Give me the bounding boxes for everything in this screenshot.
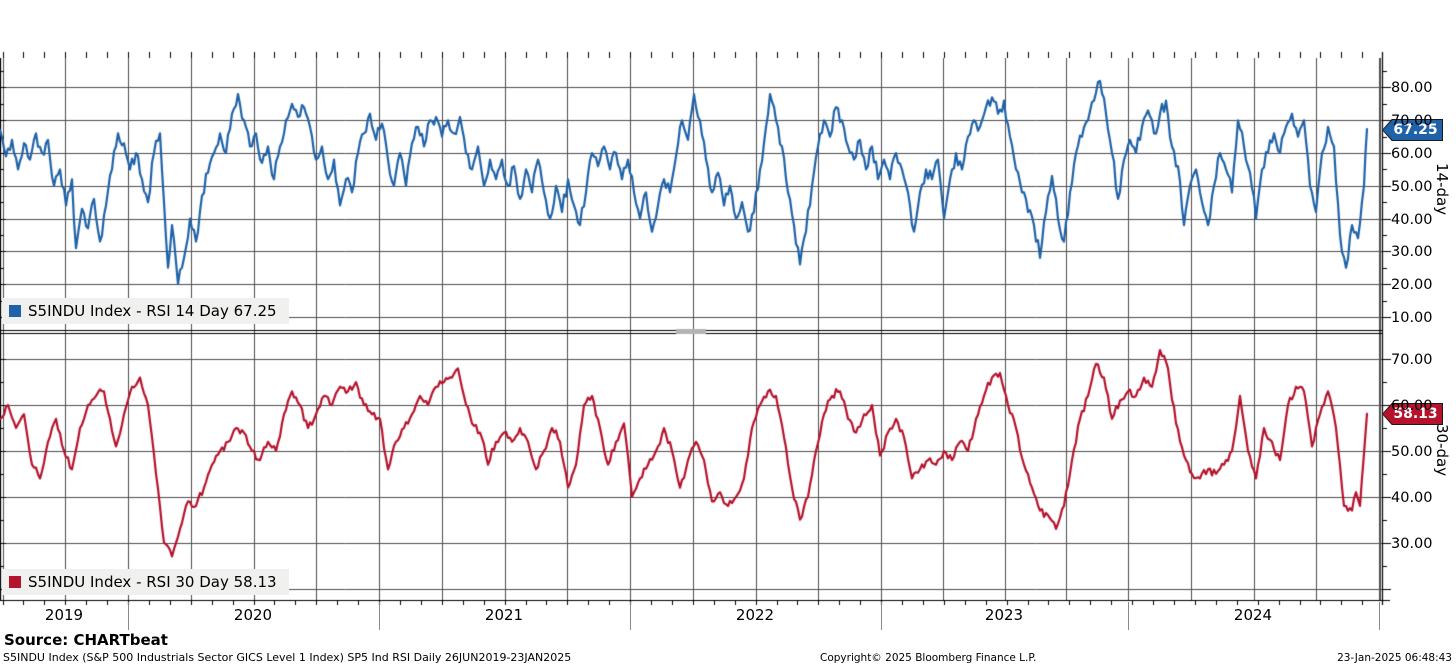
legend-rsi30-label: S5INDU Index - RSI 30 Day 58.13: [28, 573, 277, 591]
rsi14-legend-swatch-icon: [9, 305, 21, 317]
legend-rsi14[interactable]: S5INDU Index - RSI 14 Day 67.25: [2, 298, 289, 324]
legend-rsi30[interactable]: S5INDU Index - RSI 30 Day 58.13: [2, 569, 289, 595]
legend-rsi14-label: S5INDU Index - RSI 14 Day 67.25: [28, 302, 277, 320]
rsi30-legend-swatch-icon: [9, 576, 21, 588]
